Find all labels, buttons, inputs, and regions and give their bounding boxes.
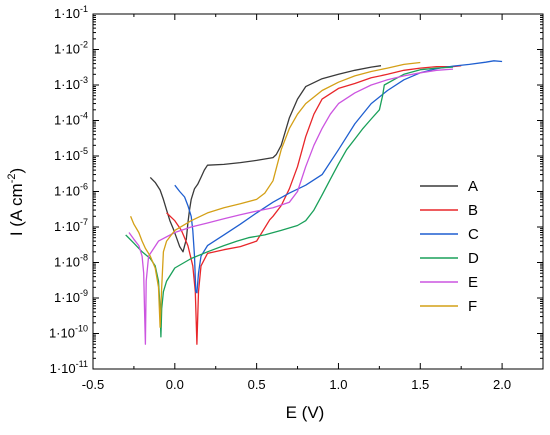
- series-line-f: [130, 61, 421, 328]
- y-tick-label: 1·10-1: [54, 4, 88, 21]
- legend-label-d: D: [468, 250, 479, 267]
- y-tick-mantissa: 1·10: [54, 255, 80, 270]
- y-tick-label: 1·10-3: [54, 75, 88, 92]
- series-line-e: [128, 68, 454, 345]
- y-axis-ticks: 1·10-111·10-101·10-91·10-81·10-71·10-61·…: [49, 4, 543, 376]
- legend-label-e: E: [468, 274, 478, 291]
- y-tick-exponent: -5: [80, 146, 88, 156]
- x-tick-label: 0.0: [166, 377, 184, 392]
- y-tick-mantissa: 1·10: [54, 113, 80, 128]
- x-tick-label: 1.0: [329, 377, 347, 392]
- y-tick-exponent: -3: [80, 75, 88, 85]
- y-tick-mantissa: 1·10: [54, 290, 80, 305]
- y-tick-mantissa: 1·10: [50, 361, 76, 376]
- y-tick-label: 1·10-8: [54, 253, 88, 270]
- x-tick-label: 1.5: [411, 377, 429, 392]
- y-tick-mantissa: 1·10: [54, 219, 80, 234]
- series-line-a: [149, 65, 382, 253]
- y-tick-mantissa: 1·10: [54, 148, 80, 163]
- x-axis-title: E (V): [286, 403, 325, 422]
- y-axis-title-close: ): [7, 168, 26, 174]
- series-line-b: [166, 65, 462, 345]
- y-tick-exponent: -10: [75, 324, 88, 334]
- y-tick-exponent: -11: [76, 359, 88, 369]
- series-line-d: [125, 66, 454, 338]
- y-tick-exponent: -6: [80, 182, 88, 192]
- y-tick-exponent: -7: [80, 217, 88, 227]
- x-tick-label: 0.5: [248, 377, 266, 392]
- y-tick-exponent: -1: [80, 4, 88, 14]
- y-tick-mantissa: 1·10: [54, 77, 80, 92]
- y-tick-exponent: -2: [80, 40, 88, 50]
- y-tick-exponent: -9: [80, 288, 88, 298]
- legend-label-b: B: [468, 202, 478, 219]
- y-axis-title: I (A cm-2): [6, 168, 26, 236]
- y-tick-label: 1·10-7: [54, 217, 88, 234]
- y-tick-mantissa: 1·10: [54, 184, 80, 199]
- y-tick-label: 1·10-11: [50, 359, 88, 376]
- y-tick-exponent: -8: [80, 253, 88, 263]
- y-tick-mantissa: 1·10: [49, 326, 75, 341]
- x-axis-ticks: -0.5 0.0 0.5 1.0 1.5 2.0: [82, 14, 544, 392]
- legend-label-c: C: [468, 226, 479, 243]
- y-tick-label: 1·10-2: [54, 40, 88, 57]
- y-tick-exponent: -4: [80, 111, 88, 121]
- y-tick-mantissa: 1·10: [54, 42, 80, 57]
- x-tick-label: 2.0: [493, 377, 511, 392]
- series-layer: [125, 60, 503, 345]
- legend-label-f: F: [468, 298, 477, 315]
- y-tick-label: 1·10-4: [54, 111, 88, 128]
- y-tick-label: 1·10-6: [54, 182, 88, 199]
- legend-label-a: A: [468, 178, 478, 195]
- y-tick-label: 1·10-9: [54, 288, 88, 305]
- y-tick-label: 1·10-5: [54, 146, 88, 163]
- y-tick-label: 1·10-10: [49, 324, 88, 341]
- y-axis-title-exponent: -2: [6, 173, 18, 183]
- y-tick-mantissa: 1·10: [54, 6, 80, 21]
- y-axis-title-main: I (A cm: [7, 183, 26, 236]
- x-tick-label: -0.5: [82, 377, 104, 392]
